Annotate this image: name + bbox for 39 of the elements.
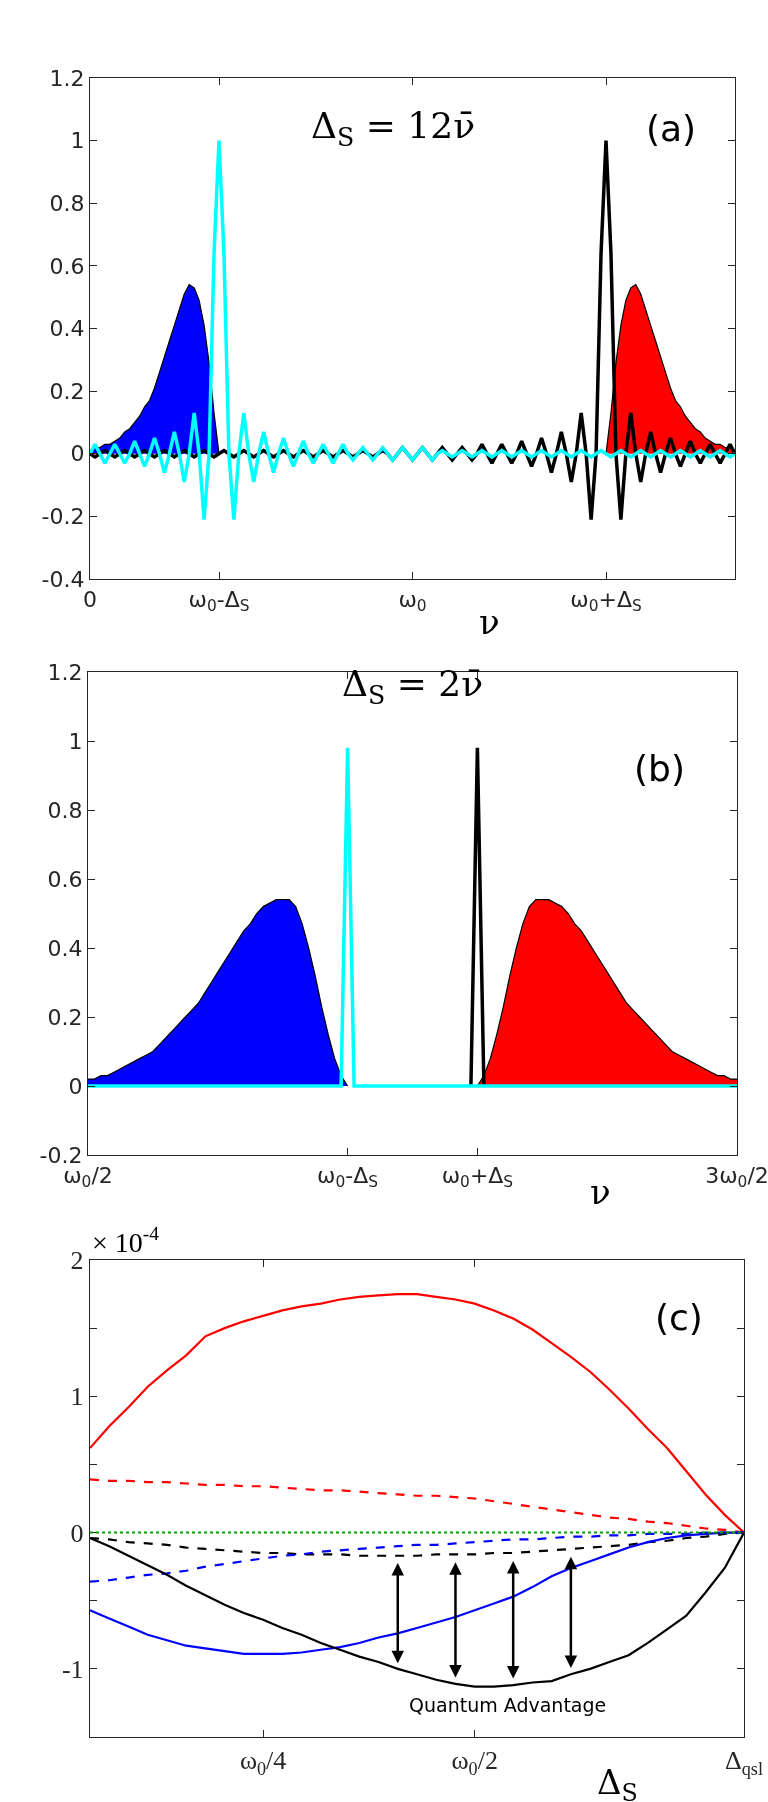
x-tick-label: ω$_{0}$ xyxy=(398,586,427,616)
y-tick-label: 0.4 xyxy=(47,935,83,961)
annotation: Δ$_{S}$ = 2ν̄ xyxy=(342,663,484,710)
y-tick-label: 0.8 xyxy=(47,797,83,823)
y-tick-label: 0.6 xyxy=(49,253,85,279)
x-axis-title: ν xyxy=(479,602,500,642)
x-tick-label: ω$_{0}$/4 xyxy=(239,1746,287,1779)
x-tick-label: ω$_{0}$-Δ$_{S}$ xyxy=(317,1162,379,1192)
y-tick-label: 0 xyxy=(70,441,85,467)
y-tick-label: 1 xyxy=(70,128,85,154)
annotation: (a) xyxy=(646,108,697,149)
x-tick-label: ω$_{0}$/2 xyxy=(451,1746,498,1779)
x-tick-label: ω$_{0}$+Δ$_{S}$ xyxy=(441,1162,514,1192)
annotation: Quantum Advantage xyxy=(409,1694,607,1716)
y-tick-label: 0 xyxy=(70,1518,84,1548)
annotation: (b) xyxy=(634,748,685,789)
x-axis-title: Δ$_{S}$ xyxy=(597,1762,638,1802)
x-tick-label: 3ω$_{0}$/2 xyxy=(705,1162,768,1192)
y-tick-label: 2 xyxy=(70,1246,84,1276)
y-tick-label: 0.4 xyxy=(49,316,85,342)
y-tick-label: 0.6 xyxy=(47,866,83,892)
y-tick-label: 1 xyxy=(68,728,83,754)
y-tick-label: -1 xyxy=(61,1654,84,1684)
y-tick-label: -0.2 xyxy=(41,504,85,530)
text: × 10$^{-4}$ xyxy=(92,1223,160,1258)
y-tick-label: -0.4 xyxy=(41,566,85,592)
y-tick-label: 1.2 xyxy=(49,65,85,91)
y-tick-label: 1 xyxy=(70,1382,84,1412)
x-tick-label: ω$_{0}$-Δ$_{S}$ xyxy=(188,586,250,616)
x-axis-title: ν xyxy=(590,1172,611,1212)
y-tick-label: 0.2 xyxy=(49,378,85,404)
annotation: Δ$_{S}$ = 12ν̄ xyxy=(311,105,476,152)
y-tick-label: 0.8 xyxy=(49,190,85,216)
y-tick-label: 0 xyxy=(68,1073,83,1099)
y-tick-label: 0.2 xyxy=(47,1004,83,1030)
annotation: (c) xyxy=(655,1297,703,1338)
y-tick-label: 1.2 xyxy=(47,659,83,685)
x-tick-label: ω$_{0}$+Δ$_{S}$ xyxy=(570,586,642,616)
x-tick-label: Δ$_{qsl}$ xyxy=(725,1746,763,1779)
